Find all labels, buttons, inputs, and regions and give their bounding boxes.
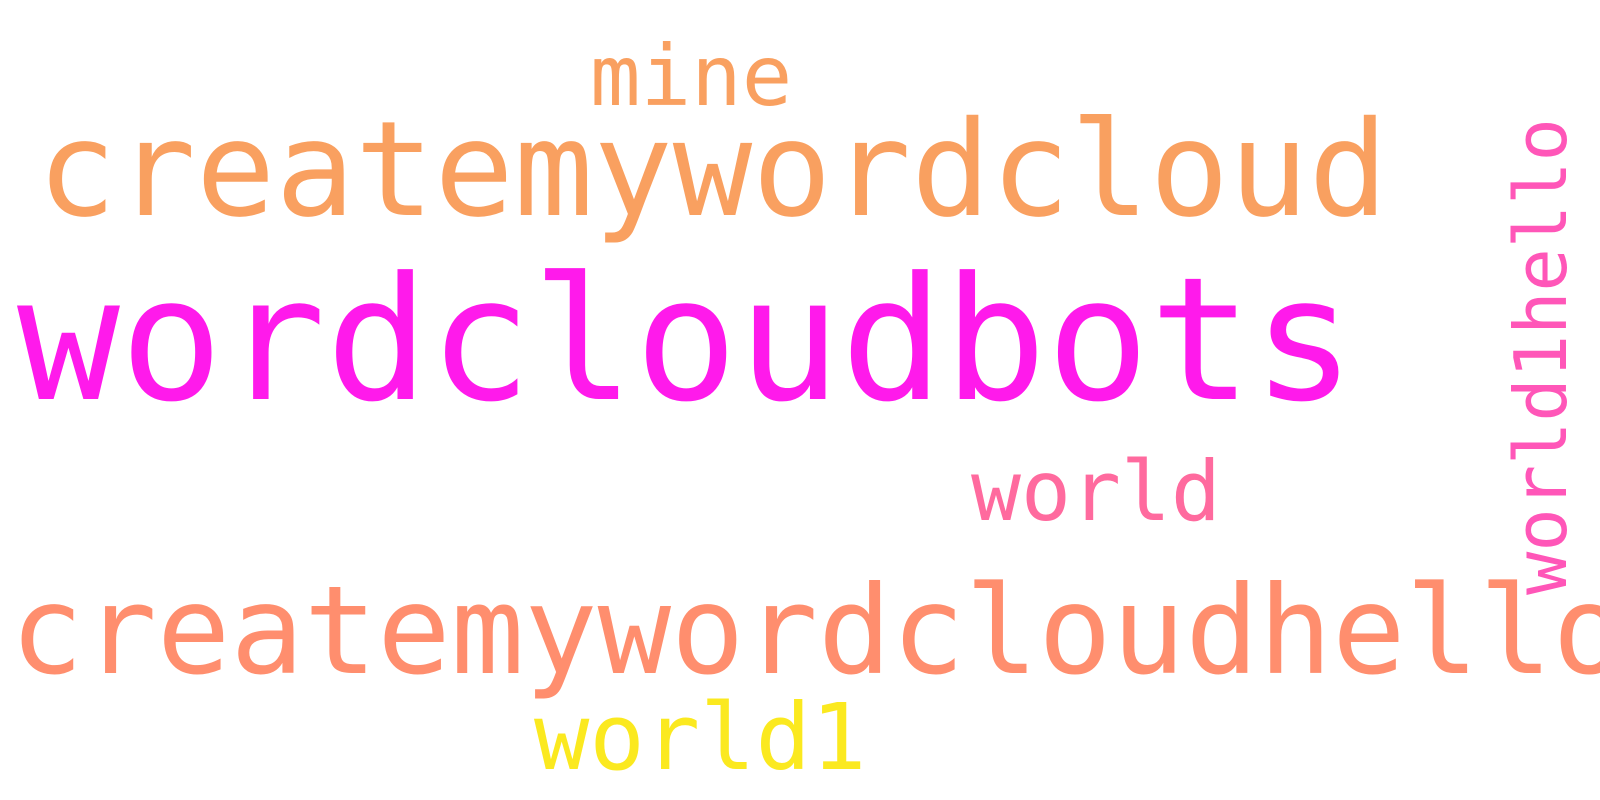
word-wordcloudbots: wordcloudbots [17, 241, 1356, 440]
word-world: world [971, 443, 1221, 540]
word-mine: mine [590, 27, 793, 125]
word-createmywordcloudhello: createmywordcloudhello [10, 560, 1600, 702]
word-world1hello-vertical: world1hello [1499, 118, 1583, 595]
word-world1: world1 [534, 684, 867, 791]
word-createmywordcloud: createmywordcloud [37, 93, 1389, 247]
